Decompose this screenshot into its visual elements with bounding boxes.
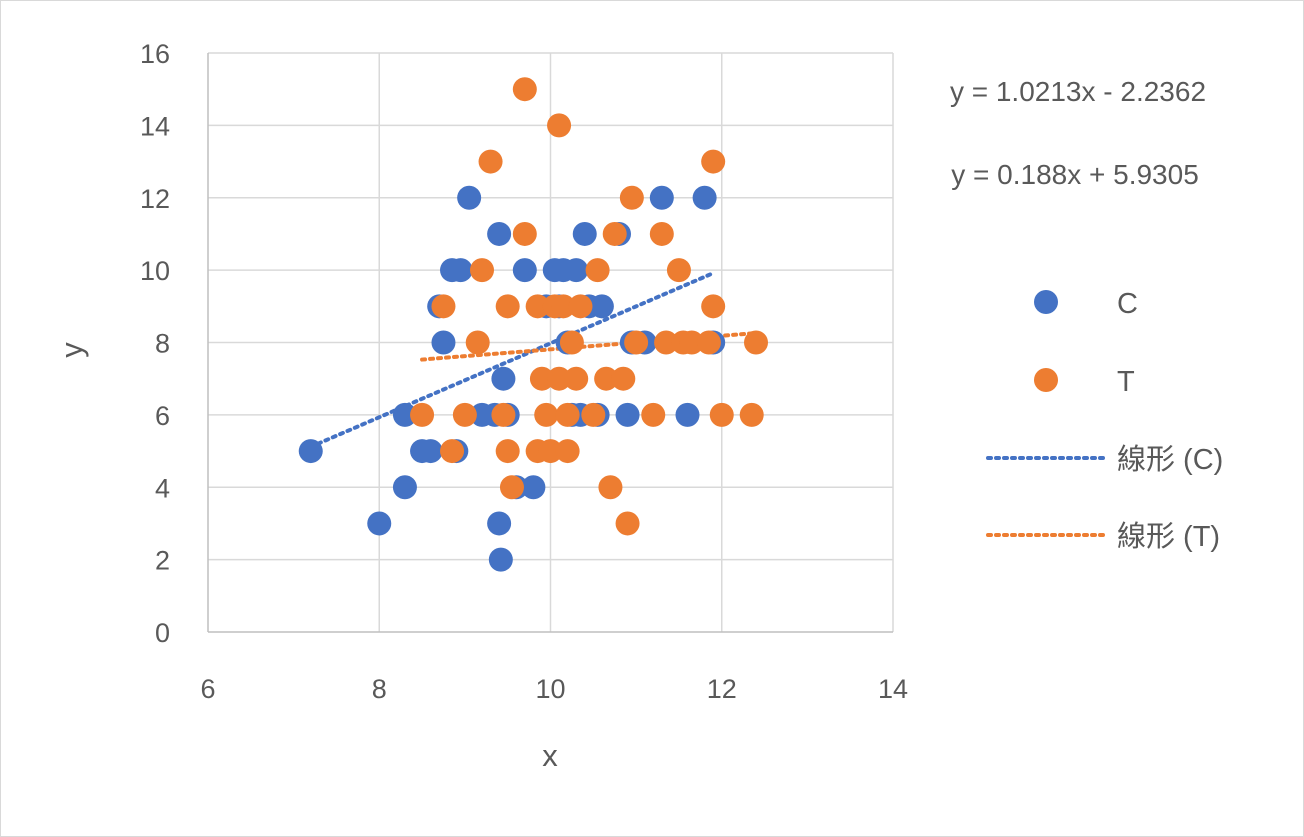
data-point-t-3 [452,402,477,427]
legend-marker-c [1034,290,1058,314]
y-tick-label-4: 4 [155,473,170,503]
data-point-t-21 [551,294,576,319]
data-point-c-11 [457,185,482,210]
data-point-c-2 [392,475,417,500]
data-point-c-16 [488,547,513,572]
y-tick-label-12: 12 [140,184,170,214]
data-point-t-38 [654,330,679,355]
data-point-t-6 [478,149,503,174]
data-point-t-31 [602,221,627,246]
data-point-c-9 [448,258,473,283]
data-point-c-3 [392,402,417,427]
data-point-t-23 [555,402,580,427]
data-point-t-10 [499,475,524,500]
data-point-t-9 [495,294,520,319]
data-point-c-14 [487,221,512,246]
data-point-t-1 [431,294,456,319]
trendline-equation-c: y = 1.0213x - 2.2362 [950,76,1206,107]
data-point-c-38 [649,185,674,210]
data-point-t-2 [440,439,465,464]
y-axis-title: y [54,342,89,358]
data-point-c-1 [367,511,392,536]
data-point-t-41 [679,330,704,355]
data-point-t-12 [512,221,537,246]
data-point-t-13 [525,294,550,319]
data-point-t-39 [666,258,691,283]
data-point-t-43 [701,294,726,319]
y-tick-label-14: 14 [140,111,170,141]
data-point-t-34 [619,185,644,210]
x-tick-labels: 6 8 10 12 14 [200,674,908,704]
y-tick-label-2: 2 [155,546,170,576]
x-axis-title: x [542,738,558,773]
data-point-t-26 [568,294,593,319]
data-point-c-20 [512,258,537,283]
data-point-c-30 [572,221,597,246]
data-point-c-17 [491,366,516,391]
data-point-t-4 [465,330,490,355]
legend-label-c: C [1117,288,1138,320]
data-point-t-25 [564,366,589,391]
data-point-t-47 [744,330,768,355]
gridlines [208,52,894,632]
data-points [298,77,768,572]
data-point-t-36 [641,402,666,427]
data-point-t-30 [598,475,623,500]
data-point-c-15 [487,511,512,536]
data-point-t-32 [611,366,636,391]
data-point-t-11 [512,77,537,102]
data-point-t-42 [696,330,721,355]
data-point-t-29 [594,366,619,391]
y-tick-label-0: 0 [155,618,170,648]
data-point-t-44 [701,149,726,174]
legend-label-t: T [1117,366,1135,398]
data-point-c-5 [418,439,443,464]
data-point-c-0 [298,439,323,464]
data-point-t-8 [495,439,520,464]
x-tick-label-14: 14 [878,674,908,704]
data-point-t-16 [534,402,559,427]
axes [207,53,893,633]
trendline-equation-t: y = 0.188x + 5.9305 [951,159,1199,190]
data-point-c-33 [589,294,614,319]
y-tick-label-16: 16 [140,39,170,69]
legend-marker-t [1034,368,1058,392]
legend-label-trend-t: 線形 (T) [1117,520,1220,553]
data-point-t-0 [410,402,435,427]
data-point-c-40 [692,185,717,210]
data-point-t-24 [559,330,584,355]
data-point-t-37 [649,221,674,246]
data-point-t-22 [555,439,580,464]
data-point-t-15 [529,366,554,391]
legend-label-trend-c: 線形 (C) [1117,443,1223,476]
y-tick-labels: 0 2 4 6 8 10 12 14 16 [140,39,170,648]
trendline-c [308,271,716,449]
data-point-t-45 [709,402,734,427]
data-point-t-5 [470,258,494,283]
data-point-t-19 [547,113,572,138]
data-point-c-28 [564,258,589,283]
y-tick-label-8: 8 [155,329,170,359]
data-point-c-21 [521,475,546,500]
data-point-t-46 [739,402,764,427]
data-point-t-7 [491,402,516,427]
y-tick-label-10: 10 [140,256,170,286]
x-tick-label-8: 8 [372,674,387,704]
y-tick-label-6: 6 [155,401,170,431]
data-point-t-28 [585,258,610,283]
data-point-t-20 [547,366,572,391]
data-point-t-33 [615,511,640,536]
data-point-t-35 [624,330,649,355]
data-point-c-7 [431,330,456,355]
legend: C T 線形 (C) 線形 (T) [986,288,1223,553]
x-tick-label-10: 10 [535,674,565,704]
series-t [410,77,768,536]
data-point-c-39 [675,402,700,427]
data-point-t-27 [581,402,606,427]
x-tick-label-12: 12 [707,674,737,704]
x-tick-label-6: 6 [200,674,215,704]
data-point-t-17 [538,439,563,464]
data-point-c-35 [615,402,640,427]
